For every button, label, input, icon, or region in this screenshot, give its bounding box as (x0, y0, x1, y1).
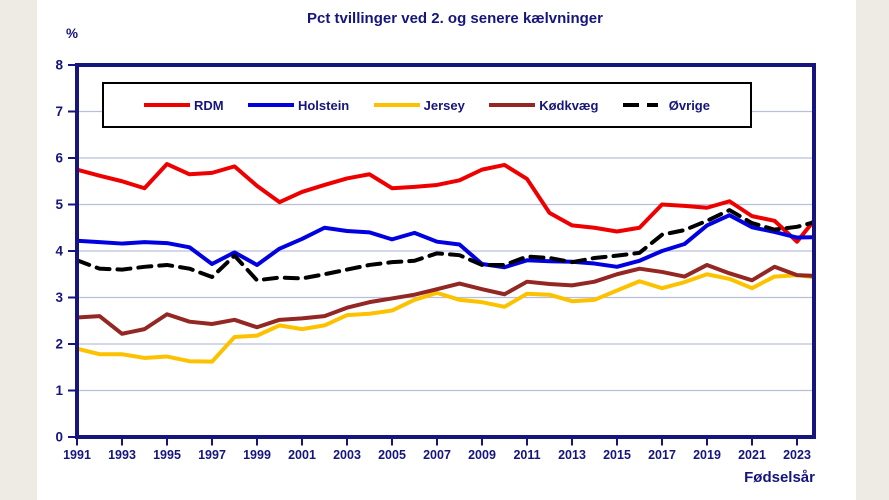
series-line-ovrige (79, 208, 812, 283)
series-line-jersey (79, 272, 812, 364)
x-tick-label: 2015 (603, 448, 631, 462)
x-tick-label: 1991 (63, 448, 91, 462)
legend-label-kodkvaeg: Kødkvæg (539, 97, 599, 113)
legend-item-rdm: RDM (144, 98, 224, 113)
x-tick-label: 2001 (288, 448, 316, 462)
y-tick-label: 4 (55, 244, 63, 259)
x-axis: 1991 1993 1995 1997 1999 2001 2003 2005 2007 2009… (63, 439, 811, 462)
x-tick-label: 1995 (153, 448, 181, 462)
y-axis: 0 1 2 3 4 5 6 7 8 (55, 58, 76, 445)
x-tick-label: 2019 (693, 448, 721, 462)
plot-border (75, 63, 816, 439)
y-tick-label: 2 (55, 337, 63, 352)
legend-item-jersey: Jersey (373, 97, 465, 113)
series-line-rdm (79, 162, 812, 244)
legend-line-swatch-ovrige (622, 103, 665, 107)
x-tick-label: 1993 (108, 448, 136, 462)
y-tick-label: 0 (55, 430, 63, 445)
x-tick-label: 2021 (738, 448, 766, 462)
chart-title: Pct tvillinger ved 2. og senere kælvning… (307, 10, 603, 27)
y-tick-label: 1 (55, 383, 63, 398)
x-tick-label: 2003 (333, 448, 361, 462)
legend-label-ovrige: Øvrige (668, 97, 710, 113)
x-tick-label: 2013 (558, 448, 586, 462)
legend-line-swatch-kodkvaeg (489, 103, 536, 107)
y-tick-label: 6 (55, 151, 63, 166)
x-tick-label: 2023 (783, 448, 811, 462)
x-tick-label: 2011 (513, 448, 540, 462)
y-tick-label: 5 (55, 197, 63, 212)
x-tick-label: 2017 (648, 448, 676, 462)
legend-item-kodkvaeg: Kødkvæg (489, 98, 598, 113)
x-tick-label: 2009 (468, 448, 496, 462)
gridlines (79, 110, 812, 392)
legend-line-swatch-holstein (247, 103, 294, 107)
legend: RDM Holstein Jersey Kødkvæg Øvrige (102, 82, 752, 128)
series-line-kodkvaeg (79, 262, 812, 336)
legend-item-holstein: Holstein (247, 97, 350, 113)
x-tick-label: 1999 (243, 448, 271, 462)
x-tick-label: 1997 (198, 448, 226, 462)
series-line-holstein (79, 213, 812, 270)
y-tick-label: 3 (55, 290, 63, 305)
legend-label-jersey: Jersey (423, 97, 465, 113)
y-tick-label: 7 (55, 104, 63, 119)
legend-label-rdm: RDM (194, 97, 224, 113)
x-axis-title: Fødselsår (744, 469, 815, 486)
legend-item-ovrige: Øvrige (622, 97, 710, 113)
y-axis-unit-label: % (65, 26, 78, 41)
right-margin-strip (856, 0, 889, 500)
left-margin-strip (0, 0, 37, 500)
series-group (79, 162, 812, 364)
legend-line-swatch-rdm (144, 103, 190, 107)
legend-label-holstein: Holstein (297, 97, 350, 113)
x-tick-label: 2007 (423, 448, 451, 462)
x-tick-label: 2005 (378, 448, 406, 462)
legend-line-swatch-jersey (373, 103, 420, 107)
y-tick-label: 8 (55, 58, 63, 73)
